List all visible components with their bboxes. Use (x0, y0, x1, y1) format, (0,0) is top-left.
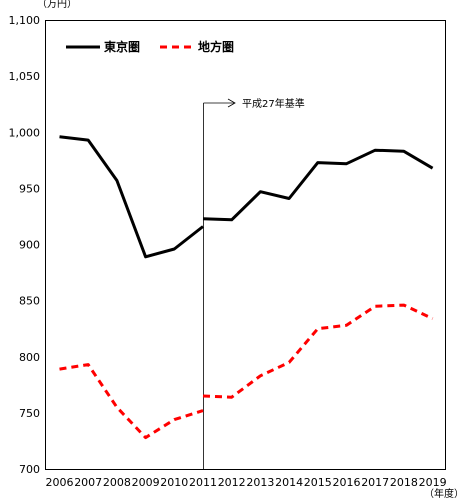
x-tick-label: 2014 (275, 476, 303, 489)
y-tick-label: 1,100 (9, 14, 41, 27)
legend-label-regional: 地方圏 (198, 39, 234, 54)
y-tick-label: 850 (19, 295, 40, 308)
legend: 東京圏 地方圏 (66, 39, 234, 54)
annotation-arrowhead (227, 98, 236, 108)
y-tick-label: 1,000 (9, 126, 41, 139)
series-line-tokyo-segment-2 (202, 148, 434, 222)
x-tick-label: 2008 (103, 476, 131, 489)
y-tick-label: 900 (19, 239, 40, 252)
x-tick-label: 2019 (419, 476, 447, 489)
x-tick-label: 2006 (46, 476, 74, 489)
legend-label-tokyo: 東京圏 (104, 39, 140, 54)
y-tick-label: 700 (19, 463, 40, 476)
x-tick-label: 2011 (189, 476, 217, 489)
x-tick-label: 2009 (132, 476, 160, 489)
y-tick-label: 1,050 (9, 70, 41, 83)
x-tick-label: 2015 (304, 476, 332, 489)
annotation-heisei27-base: 平成27年基準 (203, 97, 305, 469)
x-tick-label: 2013 (246, 476, 274, 489)
plot-frame (45, 20, 446, 470)
x-tick-label: 2016 (333, 476, 361, 489)
y-tick-label: 750 (19, 407, 40, 420)
series-layer (59, 135, 434, 440)
series-line-regional-segment-1 (59, 363, 204, 440)
x-tick-label: 2007 (74, 476, 102, 489)
y-tick-label: 950 (19, 182, 40, 195)
y-tick-label: 800 (19, 351, 40, 364)
x-tick-label: 2017 (361, 476, 389, 489)
x-axis-unit: （年度） (424, 487, 460, 500)
annotation-label: 平成27年基準 (242, 97, 305, 110)
series-line-tokyo-segment-1 (59, 135, 204, 259)
x-tick-label: 2018 (390, 476, 418, 489)
x-tick-label: 2010 (160, 476, 188, 489)
y-axis-unit: （万円） (37, 0, 77, 10)
series-line-regional-segment-2 (202, 303, 434, 399)
x-axis: 2006 2007 2008 2009 2010 2011 2012 2013 2014 2015… (46, 476, 447, 489)
x-tick-label: 2012 (218, 476, 246, 489)
y-axis: 1,100 1,050 1,000 950 900 850 800 750 700 (9, 14, 41, 476)
